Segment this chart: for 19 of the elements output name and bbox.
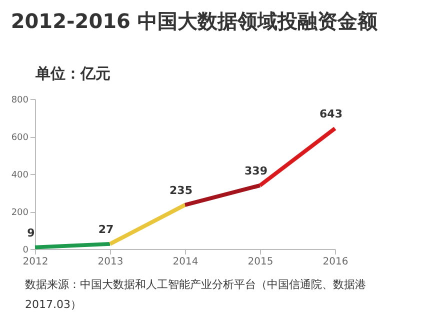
data-label: 27 xyxy=(98,222,114,236)
text: 2017.03） xyxy=(25,298,82,311)
data-label: 235 xyxy=(170,184,192,197)
x-tick-label: 2014 xyxy=(172,256,198,268)
x-tick-label: 2012 xyxy=(22,256,48,268)
data-label: 339 xyxy=(244,164,268,178)
y-tick-label: 600 xyxy=(11,133,29,143)
x-tick-label: 2016 xyxy=(322,256,348,268)
y-tick-label: 0 xyxy=(22,246,29,256)
data-label: 9 xyxy=(27,226,35,240)
x-tick-label: 2015 xyxy=(248,256,274,268)
y-axis-title: 单位：亿元 xyxy=(34,64,110,82)
x-tick-label: 2013 xyxy=(98,256,124,268)
source-note: 数据来源：中国大数据和人工智能产业分析平台（中国信通院、数据港 xyxy=(25,278,366,291)
chart-title: 2012-2016 中国大数据领域投融资金额 xyxy=(10,9,378,33)
y-tick-label: 400 xyxy=(11,170,29,180)
data-label: 643 xyxy=(320,107,342,120)
y-tick-label: 800 xyxy=(11,96,29,106)
y-tick-label: 200 xyxy=(11,208,29,218)
